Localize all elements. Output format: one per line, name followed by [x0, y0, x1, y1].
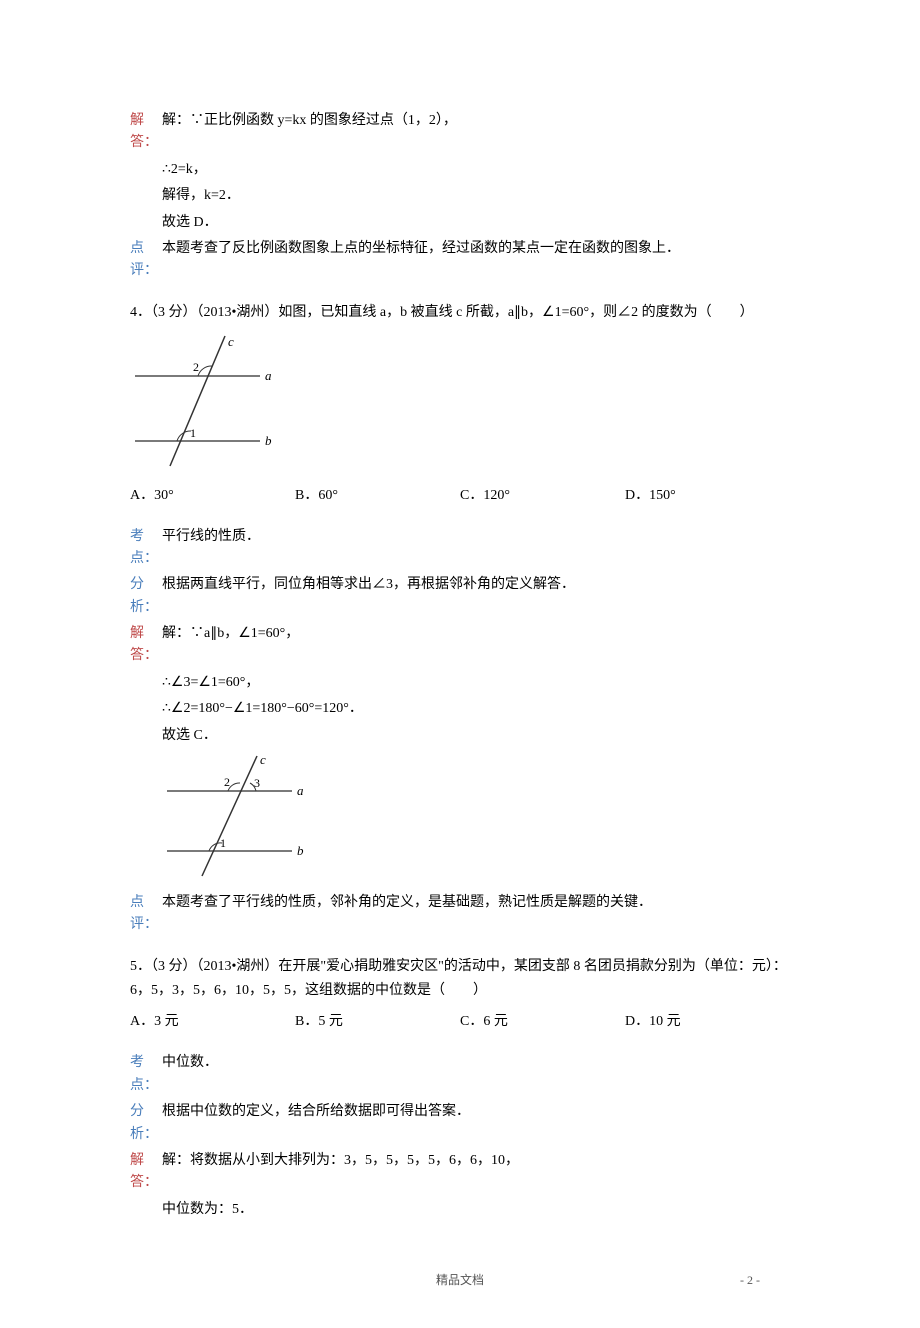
- q4-topic-row: 考点： 平行线的性质．: [130, 526, 790, 571]
- q4-opt-b: B．60°: [295, 484, 460, 504]
- q4-figure2: c a b 2 3 1: [162, 751, 790, 886]
- label-2: 2: [193, 360, 199, 374]
- q4-analysis-row: 分析： 根据两直线平行，同位角相等求出∠3，再根据邻补角的定义解答．: [130, 574, 790, 619]
- sol-label: 解答：: [130, 623, 162, 668]
- label-a: a: [265, 368, 272, 383]
- q5-stem: 5．（3 分）（2013•湖州）在开展"爱心捐助雅安灾区"的活动中，某团支部 8…: [130, 955, 790, 1003]
- q5-topic-row: 考点： 中位数．: [130, 1052, 790, 1097]
- topic-label: 考点：: [130, 1052, 162, 1097]
- comment-label: 点评：: [130, 238, 162, 283]
- label-c2: c: [260, 752, 266, 767]
- q4-sol-row: 解答： 解：∵a∥b，∠1=60°，: [130, 623, 790, 668]
- q5-options: A．3 元 B．5 元 C．6 元 D．10 元: [130, 1010, 790, 1030]
- label-12: 1: [220, 836, 226, 850]
- q5-sol-row: 解答： 解：将数据从小到大排列为：3，5，5，5，5，6，6，10，: [130, 1150, 790, 1195]
- q4-sol-l2: ∴∠3=∠1=60°，: [162, 672, 790, 694]
- topic-label: 考点：: [130, 526, 162, 571]
- q3-sol-row1: 解答： 解：∵正比例函数 y=kx 的图象经过点（1，2），: [130, 110, 790, 155]
- q3-comment-row: 点评： 本题考查了反比例函数图象上点的坐标特征，经过函数的某点一定在函数的图象上…: [130, 238, 790, 283]
- page-number: - 2 -: [740, 1273, 760, 1288]
- q3-sol-l3: 解得，k=2．: [162, 185, 790, 207]
- sol-label: 解答：: [130, 1150, 162, 1195]
- label-22: 2: [224, 775, 230, 789]
- q4-sol-l3: ∴∠2=180°−∠1=180°−60°=120°．: [162, 698, 790, 720]
- q4-sol-l4: 故选 C．: [162, 725, 790, 747]
- q4-opt-c: C．120°: [460, 484, 625, 504]
- q5-opt-d: D．10 元: [625, 1010, 790, 1030]
- q5-analysis-row: 分析： 根据中位数的定义，结合所给数据即可得出答案．: [130, 1101, 790, 1146]
- q3-sol-l4: 故选 D．: [162, 212, 790, 234]
- q4-stem: 4．（3 分）（2013•湖州）如图，已知直线 a，b 被直线 c 所截，a∥b…: [130, 301, 790, 325]
- q4-comment-row: 点评： 本题考查了平行线的性质，邻补角的定义，是基础题，熟记性质是解题的关键．: [130, 892, 790, 937]
- q4-comment: 本题考查了平行线的性质，邻补角的定义，是基础题，熟记性质是解题的关键．: [162, 892, 790, 937]
- q5-sol-l2: 中位数为：5．: [162, 1199, 790, 1221]
- label-c: c: [228, 334, 234, 349]
- q4-sol-l1: 解：∵a∥b，∠1=60°，: [162, 623, 790, 668]
- page: 解答： 解：∵正比例函数 y=kx 的图象经过点（1，2）， ∴2=k， 解得，…: [0, 0, 920, 1328]
- q4-analysis: 根据两直线平行，同位角相等求出∠3，再根据邻补角的定义解答．: [162, 574, 790, 619]
- q3-comment: 本题考查了反比例函数图象上点的坐标特征，经过函数的某点一定在函数的图象上．: [162, 238, 790, 283]
- analysis-label: 分析：: [130, 574, 162, 619]
- analysis-label: 分析：: [130, 1101, 162, 1146]
- footer-text: 精品文档: [130, 1271, 790, 1288]
- q5-opt-a: A．3 元: [130, 1010, 295, 1030]
- q5-opt-c: C．6 元: [460, 1010, 625, 1030]
- comment-label: 点评：: [130, 892, 162, 937]
- label-1: 1: [190, 426, 196, 440]
- q4-figure1: c a b 2 1: [130, 331, 790, 476]
- q5-topic: 中位数．: [162, 1052, 790, 1097]
- sol-label: 解答：: [130, 110, 162, 155]
- label-3: 3: [254, 776, 260, 790]
- q5-analysis: 根据中位数的定义，结合所给数据即可得出答案．: [162, 1101, 790, 1146]
- q5-opt-b: B．5 元: [295, 1010, 460, 1030]
- label-a2: a: [297, 783, 304, 798]
- q3-sol-l2: ∴2=k，: [162, 159, 790, 181]
- q4-opt-d: D．150°: [625, 484, 790, 504]
- q4-topic: 平行线的性质．: [162, 526, 790, 571]
- q4-options: A．30° B．60° C．120° D．150°: [130, 484, 790, 504]
- label-b: b: [265, 433, 272, 448]
- q5-sol-l1: 解：将数据从小到大排列为：3，5，5，5，5，6，6，10，: [162, 1150, 790, 1195]
- q4-opt-a: A．30°: [130, 484, 295, 504]
- label-b2: b: [297, 843, 304, 858]
- q3-sol-l1: 解：∵正比例函数 y=kx 的图象经过点（1，2），: [162, 110, 790, 155]
